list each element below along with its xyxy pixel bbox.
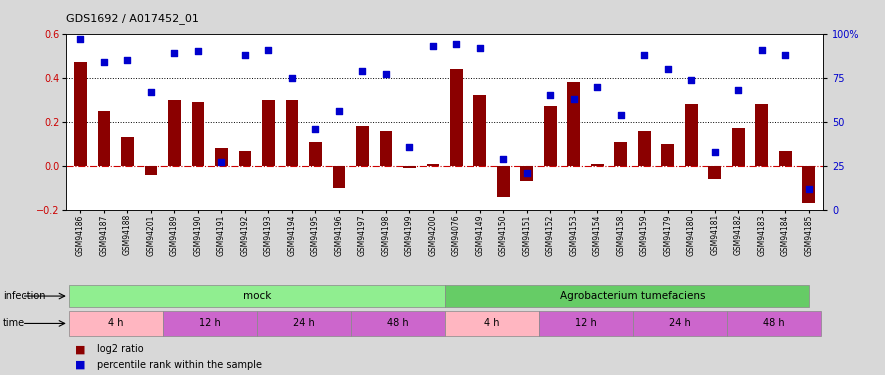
Point: [661, 66, 675, 72]
Point: [332, 108, 346, 114]
Bar: [520, 166, 534, 182]
Point: [590, 84, 604, 90]
Bar: [444, 285, 809, 307]
Point: [755, 46, 769, 53]
Text: 24 h: 24 h: [293, 318, 314, 328]
Bar: [779, 150, 792, 166]
Bar: [591, 164, 604, 166]
Point: [379, 71, 393, 77]
Bar: [567, 82, 581, 166]
Bar: [380, 131, 392, 166]
Text: ■: ■: [75, 360, 86, 369]
Text: GDS1692 / A017452_01: GDS1692 / A017452_01: [66, 13, 199, 24]
Point: [308, 126, 322, 132]
Text: ■: ■: [75, 344, 86, 354]
Bar: [473, 96, 487, 166]
Text: 48 h: 48 h: [763, 318, 784, 328]
Bar: [638, 131, 651, 166]
Bar: [309, 142, 322, 166]
Bar: [427, 164, 440, 166]
Bar: [450, 69, 463, 166]
Text: 12 h: 12 h: [575, 318, 596, 328]
Bar: [262, 100, 275, 166]
Point: [403, 144, 417, 150]
Bar: [756, 104, 768, 166]
Text: 12 h: 12 h: [199, 318, 220, 328]
Point: [144, 89, 158, 95]
Text: Agrobacterium tumefaciens: Agrobacterium tumefaciens: [560, 291, 705, 301]
Point: [684, 76, 698, 82]
Bar: [144, 166, 158, 175]
Bar: [709, 166, 721, 179]
Bar: [191, 102, 204, 166]
Point: [802, 186, 816, 192]
Bar: [544, 106, 557, 166]
Point: [496, 156, 511, 162]
Bar: [238, 150, 251, 166]
Bar: [163, 311, 257, 336]
Bar: [257, 311, 350, 336]
Text: 24 h: 24 h: [669, 318, 690, 328]
Point: [637, 52, 651, 58]
Bar: [633, 311, 727, 336]
Bar: [286, 100, 298, 166]
Bar: [444, 311, 539, 336]
Point: [426, 43, 440, 49]
Point: [450, 41, 464, 47]
Bar: [69, 285, 444, 307]
Bar: [69, 311, 163, 336]
Point: [167, 50, 181, 56]
Text: 4 h: 4 h: [484, 318, 499, 328]
Point: [708, 149, 722, 155]
Bar: [661, 144, 674, 166]
Point: [285, 75, 299, 81]
Bar: [121, 137, 134, 166]
Bar: [403, 166, 416, 168]
Text: infection: infection: [3, 291, 45, 301]
Point: [567, 96, 581, 102]
Point: [779, 52, 793, 58]
Bar: [97, 111, 111, 166]
Point: [519, 170, 534, 176]
Text: log2 ratio: log2 ratio: [97, 344, 144, 354]
Point: [96, 59, 111, 65]
Text: 4 h: 4 h: [108, 318, 124, 328]
Bar: [333, 166, 345, 188]
Bar: [614, 142, 627, 166]
Point: [543, 93, 558, 99]
Text: time: time: [3, 318, 25, 328]
Point: [238, 52, 252, 58]
Point: [614, 112, 628, 118]
Bar: [727, 311, 820, 336]
Point: [356, 68, 370, 74]
Point: [731, 87, 745, 93]
Bar: [74, 62, 87, 166]
Bar: [539, 311, 633, 336]
Bar: [803, 166, 815, 203]
Bar: [356, 126, 369, 166]
Bar: [497, 166, 510, 197]
Bar: [685, 104, 698, 166]
Point: [473, 45, 487, 51]
Bar: [350, 311, 444, 336]
Point: [73, 36, 88, 42]
Text: 48 h: 48 h: [387, 318, 409, 328]
Bar: [168, 100, 181, 166]
Text: percentile rank within the sample: percentile rank within the sample: [97, 360, 262, 369]
Point: [261, 46, 275, 53]
Bar: [215, 148, 228, 166]
Point: [191, 48, 205, 54]
Text: mock: mock: [242, 291, 271, 301]
Bar: [732, 129, 745, 166]
Point: [214, 159, 228, 165]
Point: [120, 57, 135, 63]
